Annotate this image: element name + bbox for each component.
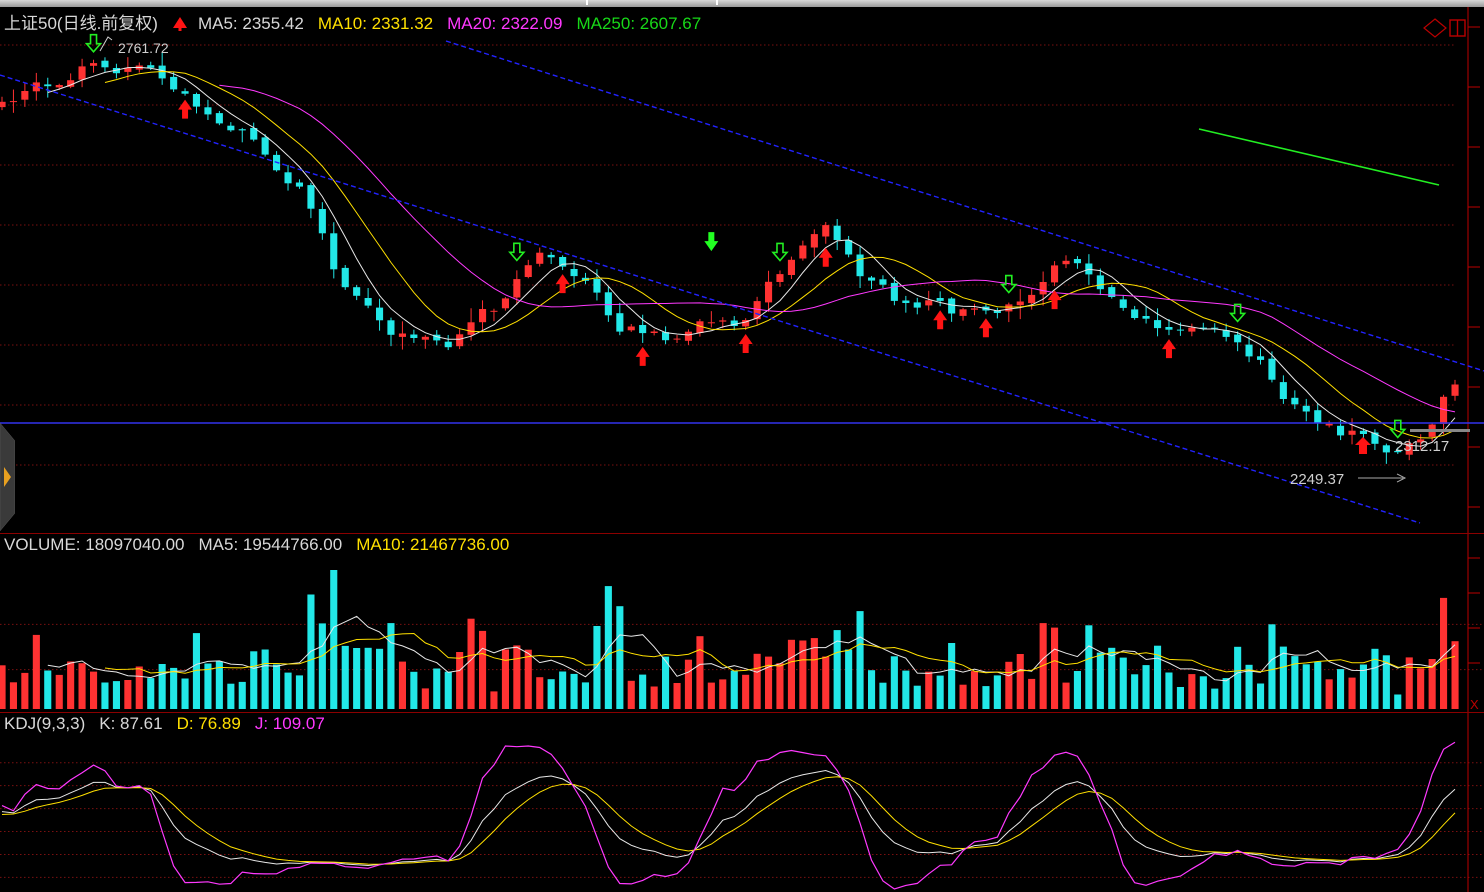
svg-text:2761.72: 2761.72 [118,40,169,56]
svg-text:X: X [1470,697,1479,712]
svg-text:2312.17: 2312.17 [1395,438,1449,455]
svg-text:2249.37: 2249.37 [1290,471,1344,488]
